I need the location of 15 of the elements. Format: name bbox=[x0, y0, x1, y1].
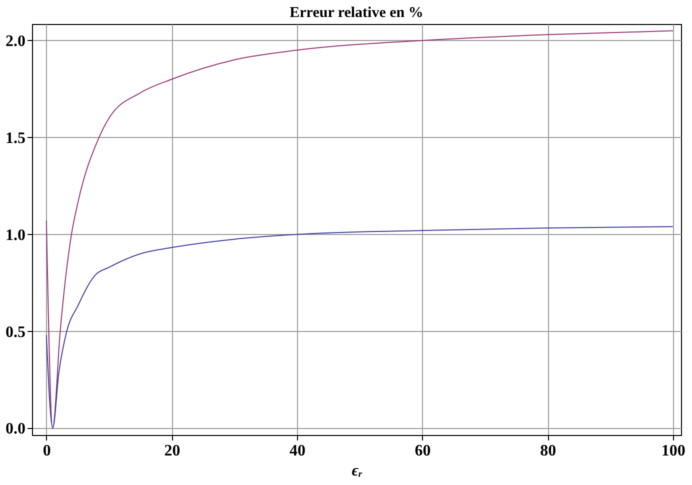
y-tick-label: 1.0 bbox=[6, 226, 26, 244]
chart-title: Erreur relative en % bbox=[290, 5, 424, 21]
y-tick-label: 0.5 bbox=[6, 324, 26, 341]
y-tick-label: 0.0 bbox=[6, 420, 26, 438]
x-tick-label: 100 bbox=[661, 442, 686, 460]
x-tick-label: 60 bbox=[414, 442, 431, 460]
line-series bbox=[46, 226, 674, 429]
x-tick-label: 80 bbox=[540, 442, 556, 460]
x-tick-label: 40 bbox=[289, 442, 306, 460]
line-series bbox=[46, 30, 674, 429]
x-tick-label: 0 bbox=[42, 442, 51, 460]
y-tick-label: 1.5 bbox=[6, 130, 26, 147]
x-axis-title: ϵᵣ bbox=[352, 462, 363, 480]
x-tick-label: 20 bbox=[164, 442, 180, 460]
y-tick-label: 2.0 bbox=[6, 32, 26, 50]
